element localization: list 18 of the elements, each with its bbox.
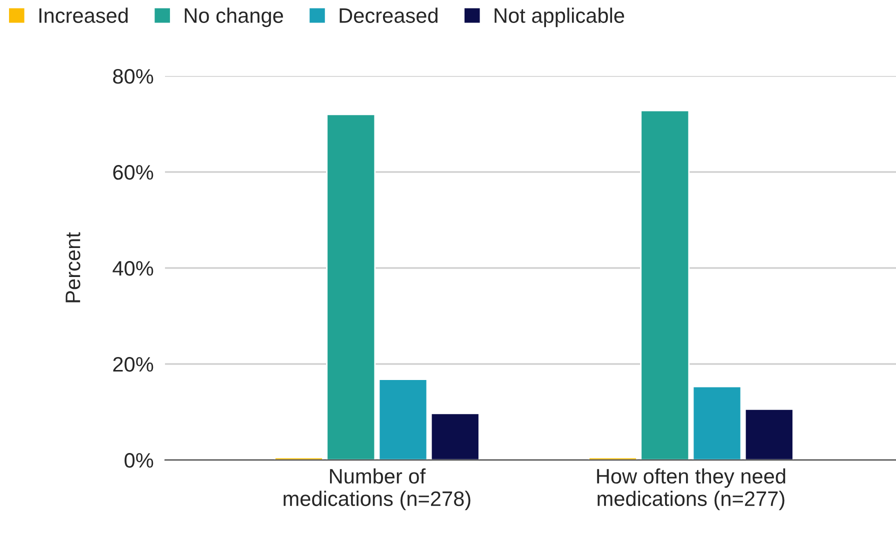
bar xyxy=(744,408,794,460)
y-tick-label: 40% xyxy=(112,261,154,276)
y-tick-label: 60% xyxy=(113,165,154,180)
legend-label: Decreased xyxy=(340,8,438,23)
x-tick-label: Number of medications (n=278) xyxy=(284,468,470,510)
bar xyxy=(640,110,690,460)
legend-label: No change xyxy=(184,8,283,28)
bar xyxy=(430,412,480,460)
y-tick-label: 0% xyxy=(124,453,154,468)
bar xyxy=(378,378,428,460)
bar xyxy=(326,114,376,460)
legend-label: Not applicable xyxy=(494,8,624,28)
y-tick-label: 20% xyxy=(113,357,154,372)
y-tick-label: 80% xyxy=(113,69,154,84)
y-axis-title: Percent xyxy=(66,232,80,302)
x-tick-label: How often they need medications (n=277) xyxy=(597,468,786,510)
legend-label: Increased xyxy=(39,8,128,23)
bar xyxy=(692,386,742,460)
